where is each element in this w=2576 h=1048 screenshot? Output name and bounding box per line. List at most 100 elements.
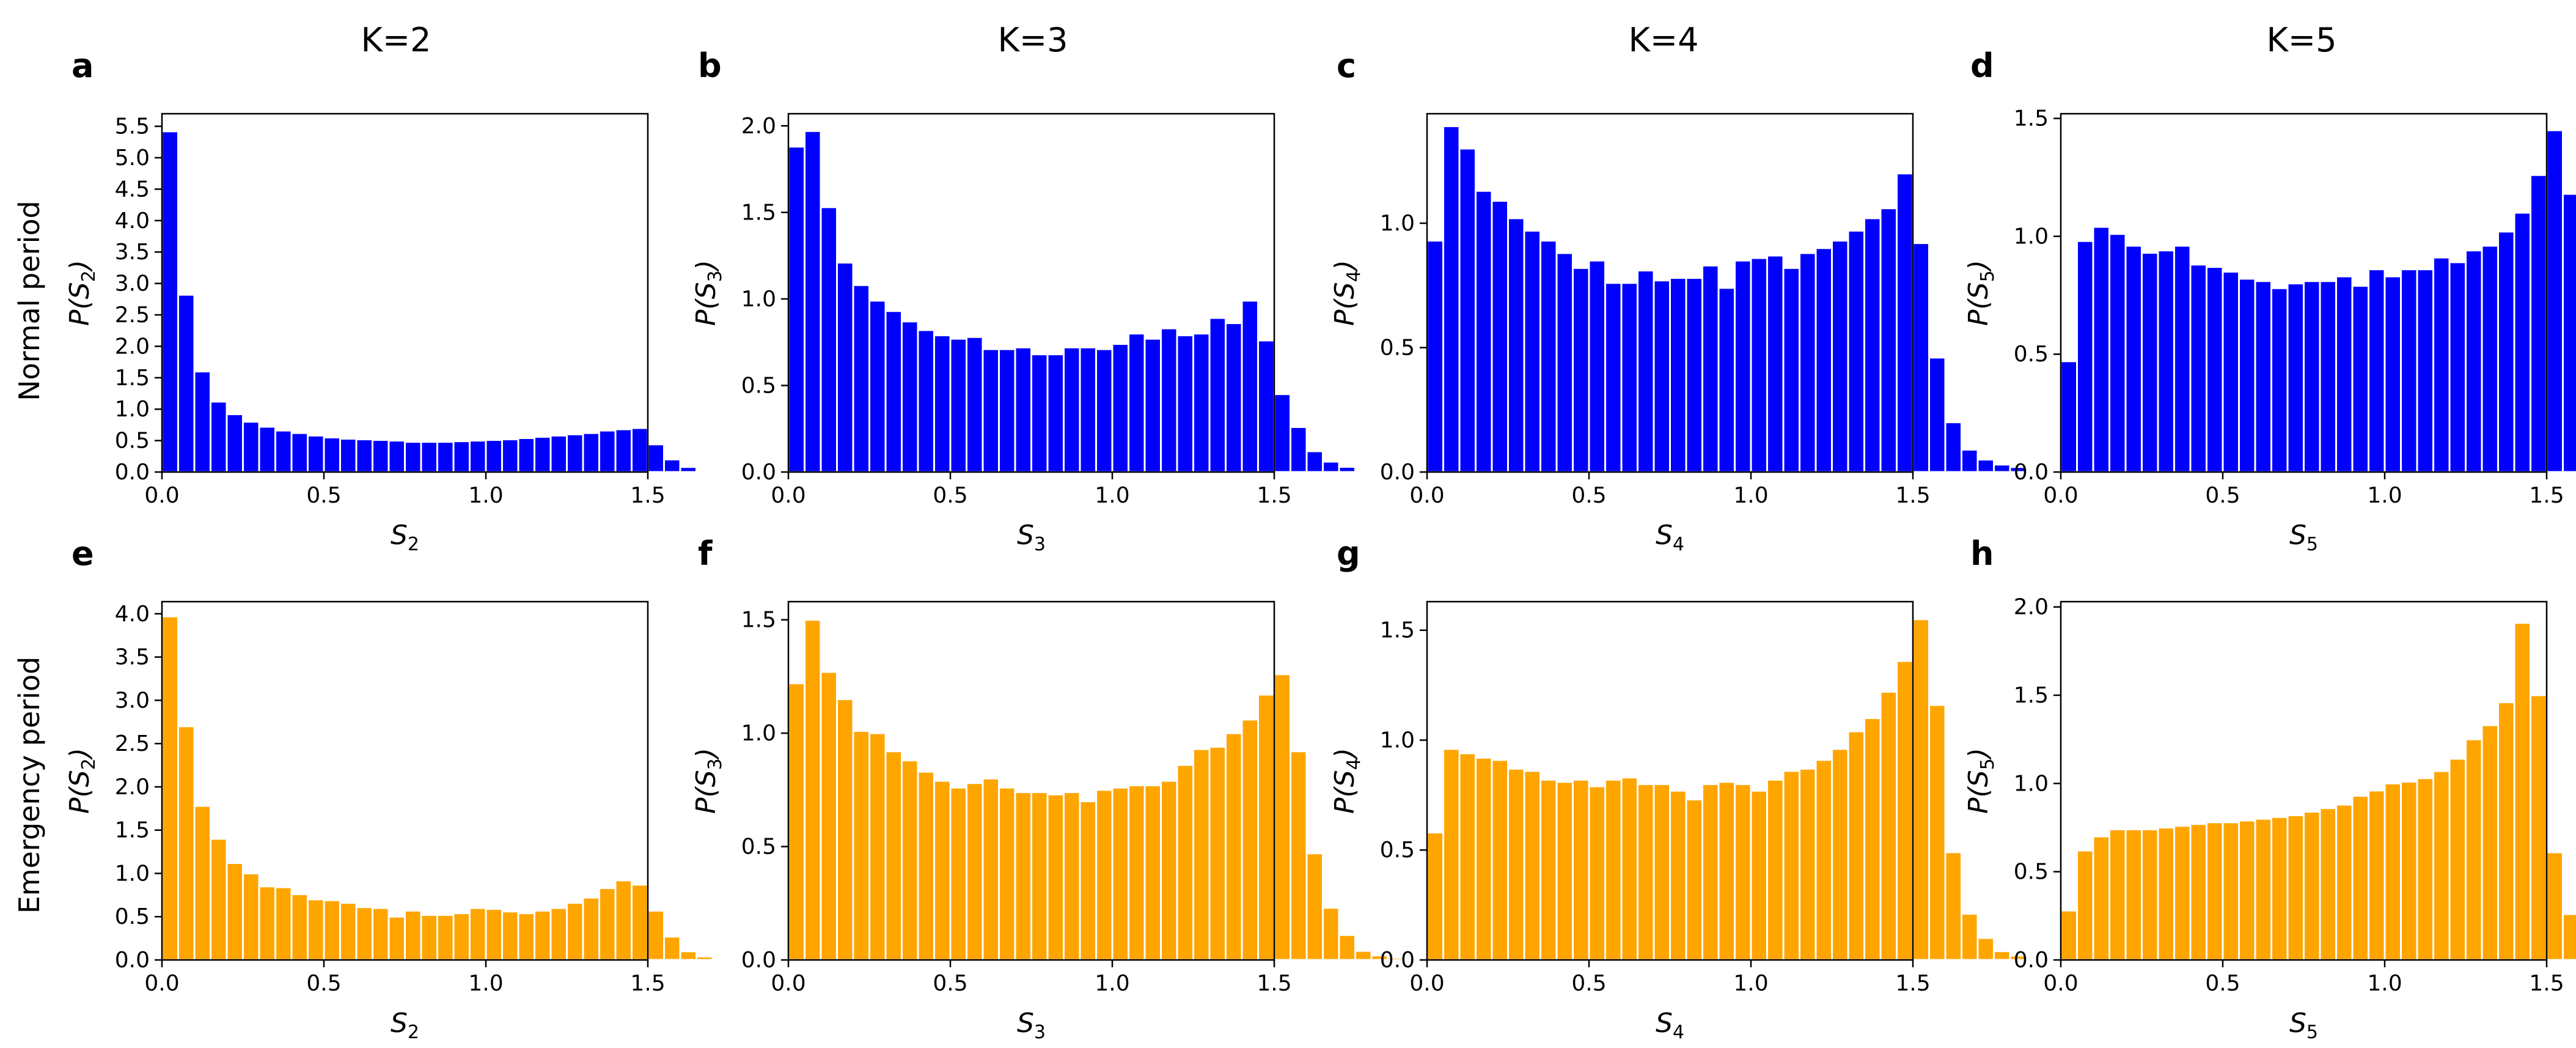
bar-b-18 xyxy=(1079,346,1097,473)
bar-c-30 xyxy=(1912,242,1930,473)
bar-b-30 xyxy=(1273,393,1291,473)
bar-a-0 xyxy=(161,130,179,473)
bar-f-27 xyxy=(1225,732,1243,961)
y-tick-label-e-5: 2.5 xyxy=(115,731,150,756)
bar-e-2 xyxy=(193,805,211,961)
bar-g-29 xyxy=(1896,660,1914,961)
bar-c-3 xyxy=(1475,190,1493,473)
bar-a-25 xyxy=(566,433,584,473)
bar-f-12 xyxy=(982,777,1000,961)
bar-d-7 xyxy=(2173,245,2192,473)
bar-e-24 xyxy=(549,907,568,961)
y-tick-label-h-2: 1.0 xyxy=(2014,771,2049,796)
y-axis-label-e: P(S2) xyxy=(64,748,100,814)
bar-e-13 xyxy=(372,907,390,961)
panels-group: 0.0 0.5 1.0 1.5 0.0 0.5 1.0 1.5 2.0 2.5 3.0 3.5 4.0 4… xyxy=(64,46,2576,1043)
bar-g-13 xyxy=(1637,783,1655,961)
bar-b-10 xyxy=(949,338,967,473)
column-title-k2: K=2 xyxy=(361,21,431,59)
bar-d-16 xyxy=(2319,280,2337,473)
bar-c-0 xyxy=(1426,240,1444,473)
bar-b-16 xyxy=(1046,353,1065,473)
bar-a-9 xyxy=(307,434,325,473)
panel-g: 0.0 0.5 1.0 1.5 0.0 0.5 1.0 1.5 g S4 P(S4) xyxy=(1329,534,2027,1043)
bar-d-8 xyxy=(2189,264,2207,473)
y-axis-label-g: P(S4) xyxy=(1329,748,1365,814)
y-tick-label-c-2: 1.0 xyxy=(1380,211,1415,236)
bar-a-24 xyxy=(549,434,568,473)
bar-g-19 xyxy=(1734,783,1752,961)
y-axis-label-c: P(S4) xyxy=(1329,260,1365,326)
y-tick-label-e-8: 4.0 xyxy=(115,602,150,627)
bar-h-4 xyxy=(2124,828,2143,961)
x-tick-label-d-3: 1.5 xyxy=(2529,483,2564,508)
bar-a-3 xyxy=(210,400,228,473)
y-tick-label-a-7: 3.5 xyxy=(115,240,150,265)
bar-e-19 xyxy=(469,907,487,961)
bar-b-0 xyxy=(787,146,805,473)
panel-d: 0.0 0.5 1.0 1.5 0.0 0.5 1.0 1.5 d S5 P(S5) xyxy=(1963,46,2576,555)
y-tick-label-g-2: 1.0 xyxy=(1380,728,1415,753)
bar-a-26 xyxy=(582,432,600,473)
bar-g-21 xyxy=(1766,778,1785,961)
bar-e-33 xyxy=(695,955,714,961)
bar-a-7 xyxy=(274,429,293,473)
bar-f-33 xyxy=(1322,907,1340,961)
bar-b-11 xyxy=(966,336,984,473)
column-title-k4: K=4 xyxy=(1628,21,1698,59)
y-tick-label-d-3: 1.5 xyxy=(2014,106,2049,131)
y-tick-label-d-0: 0.0 xyxy=(2014,460,2049,485)
bar-e-18 xyxy=(452,912,471,961)
bar-g-31 xyxy=(1928,704,1947,961)
bar-a-12 xyxy=(355,438,373,473)
bar-h-19 xyxy=(2368,789,2386,961)
x-tick-label-g-3: 1.5 xyxy=(1895,971,1930,996)
y-tick-label-g-0: 0.0 xyxy=(1380,948,1415,973)
bar-g-20 xyxy=(1750,789,1768,961)
y-tick-label-f-0: 0.0 xyxy=(741,948,776,973)
x-tick-label-d-2: 1.0 xyxy=(2367,483,2402,508)
bar-f-31 xyxy=(1290,750,1308,961)
y-tick-label-e-6: 3.0 xyxy=(115,688,150,713)
bar-b-6 xyxy=(884,310,903,473)
y-tick-label-g-3: 1.5 xyxy=(1380,618,1415,643)
y-tick-label-a-0: 0.0 xyxy=(115,460,150,485)
bar-f-26 xyxy=(1208,745,1227,961)
bar-h-25 xyxy=(2465,738,2483,961)
bar-g-23 xyxy=(1799,767,1817,961)
bar-d-18 xyxy=(2351,284,2369,473)
bar-f-1 xyxy=(804,619,822,961)
plot-frame-b xyxy=(787,113,1275,473)
bar-c-1 xyxy=(1442,125,1461,473)
bar-b-8 xyxy=(917,329,935,473)
bar-c-22 xyxy=(1782,267,1800,473)
bar-a-11 xyxy=(339,438,358,473)
bar-c-2 xyxy=(1458,147,1477,473)
x-tick-label-e-3: 1.5 xyxy=(630,971,665,996)
bar-g-24 xyxy=(1815,759,1833,961)
panel-h: 0.0 0.5 1.0 1.5 0.0 0.5 1.0 1.5 2.0 h S5 P(S5) xyxy=(1963,534,2576,1043)
panel-letter-f: f xyxy=(698,534,713,573)
bar-g-6 xyxy=(1523,770,1541,961)
bar-c-25 xyxy=(1831,240,1849,473)
bar-a-29 xyxy=(631,427,649,473)
bar-e-9 xyxy=(307,898,325,961)
bar-e-11 xyxy=(339,902,358,961)
row-label-emergency: Emergency period xyxy=(13,657,46,914)
bar-h-3 xyxy=(2108,828,2127,961)
bar-a-17 xyxy=(436,441,455,473)
bar-g-30 xyxy=(1912,618,1930,961)
bar-f-19 xyxy=(1095,789,1114,961)
bar-b-35 xyxy=(1354,469,1373,473)
bar-a-10 xyxy=(323,436,341,473)
bar-h-11 xyxy=(2238,819,2256,961)
bar-h-1 xyxy=(2076,849,2094,961)
x-tick-label-h-2: 1.0 xyxy=(2367,971,2402,996)
bar-b-33 xyxy=(1322,460,1340,473)
bar-f-16 xyxy=(1046,793,1065,961)
bar-g-5 xyxy=(1507,767,1525,961)
panel-letter-e: e xyxy=(72,534,94,573)
bar-f-37 xyxy=(1387,956,1405,961)
bar-d-9 xyxy=(2206,266,2224,473)
x-tick-label-e-1: 0.5 xyxy=(306,971,341,996)
